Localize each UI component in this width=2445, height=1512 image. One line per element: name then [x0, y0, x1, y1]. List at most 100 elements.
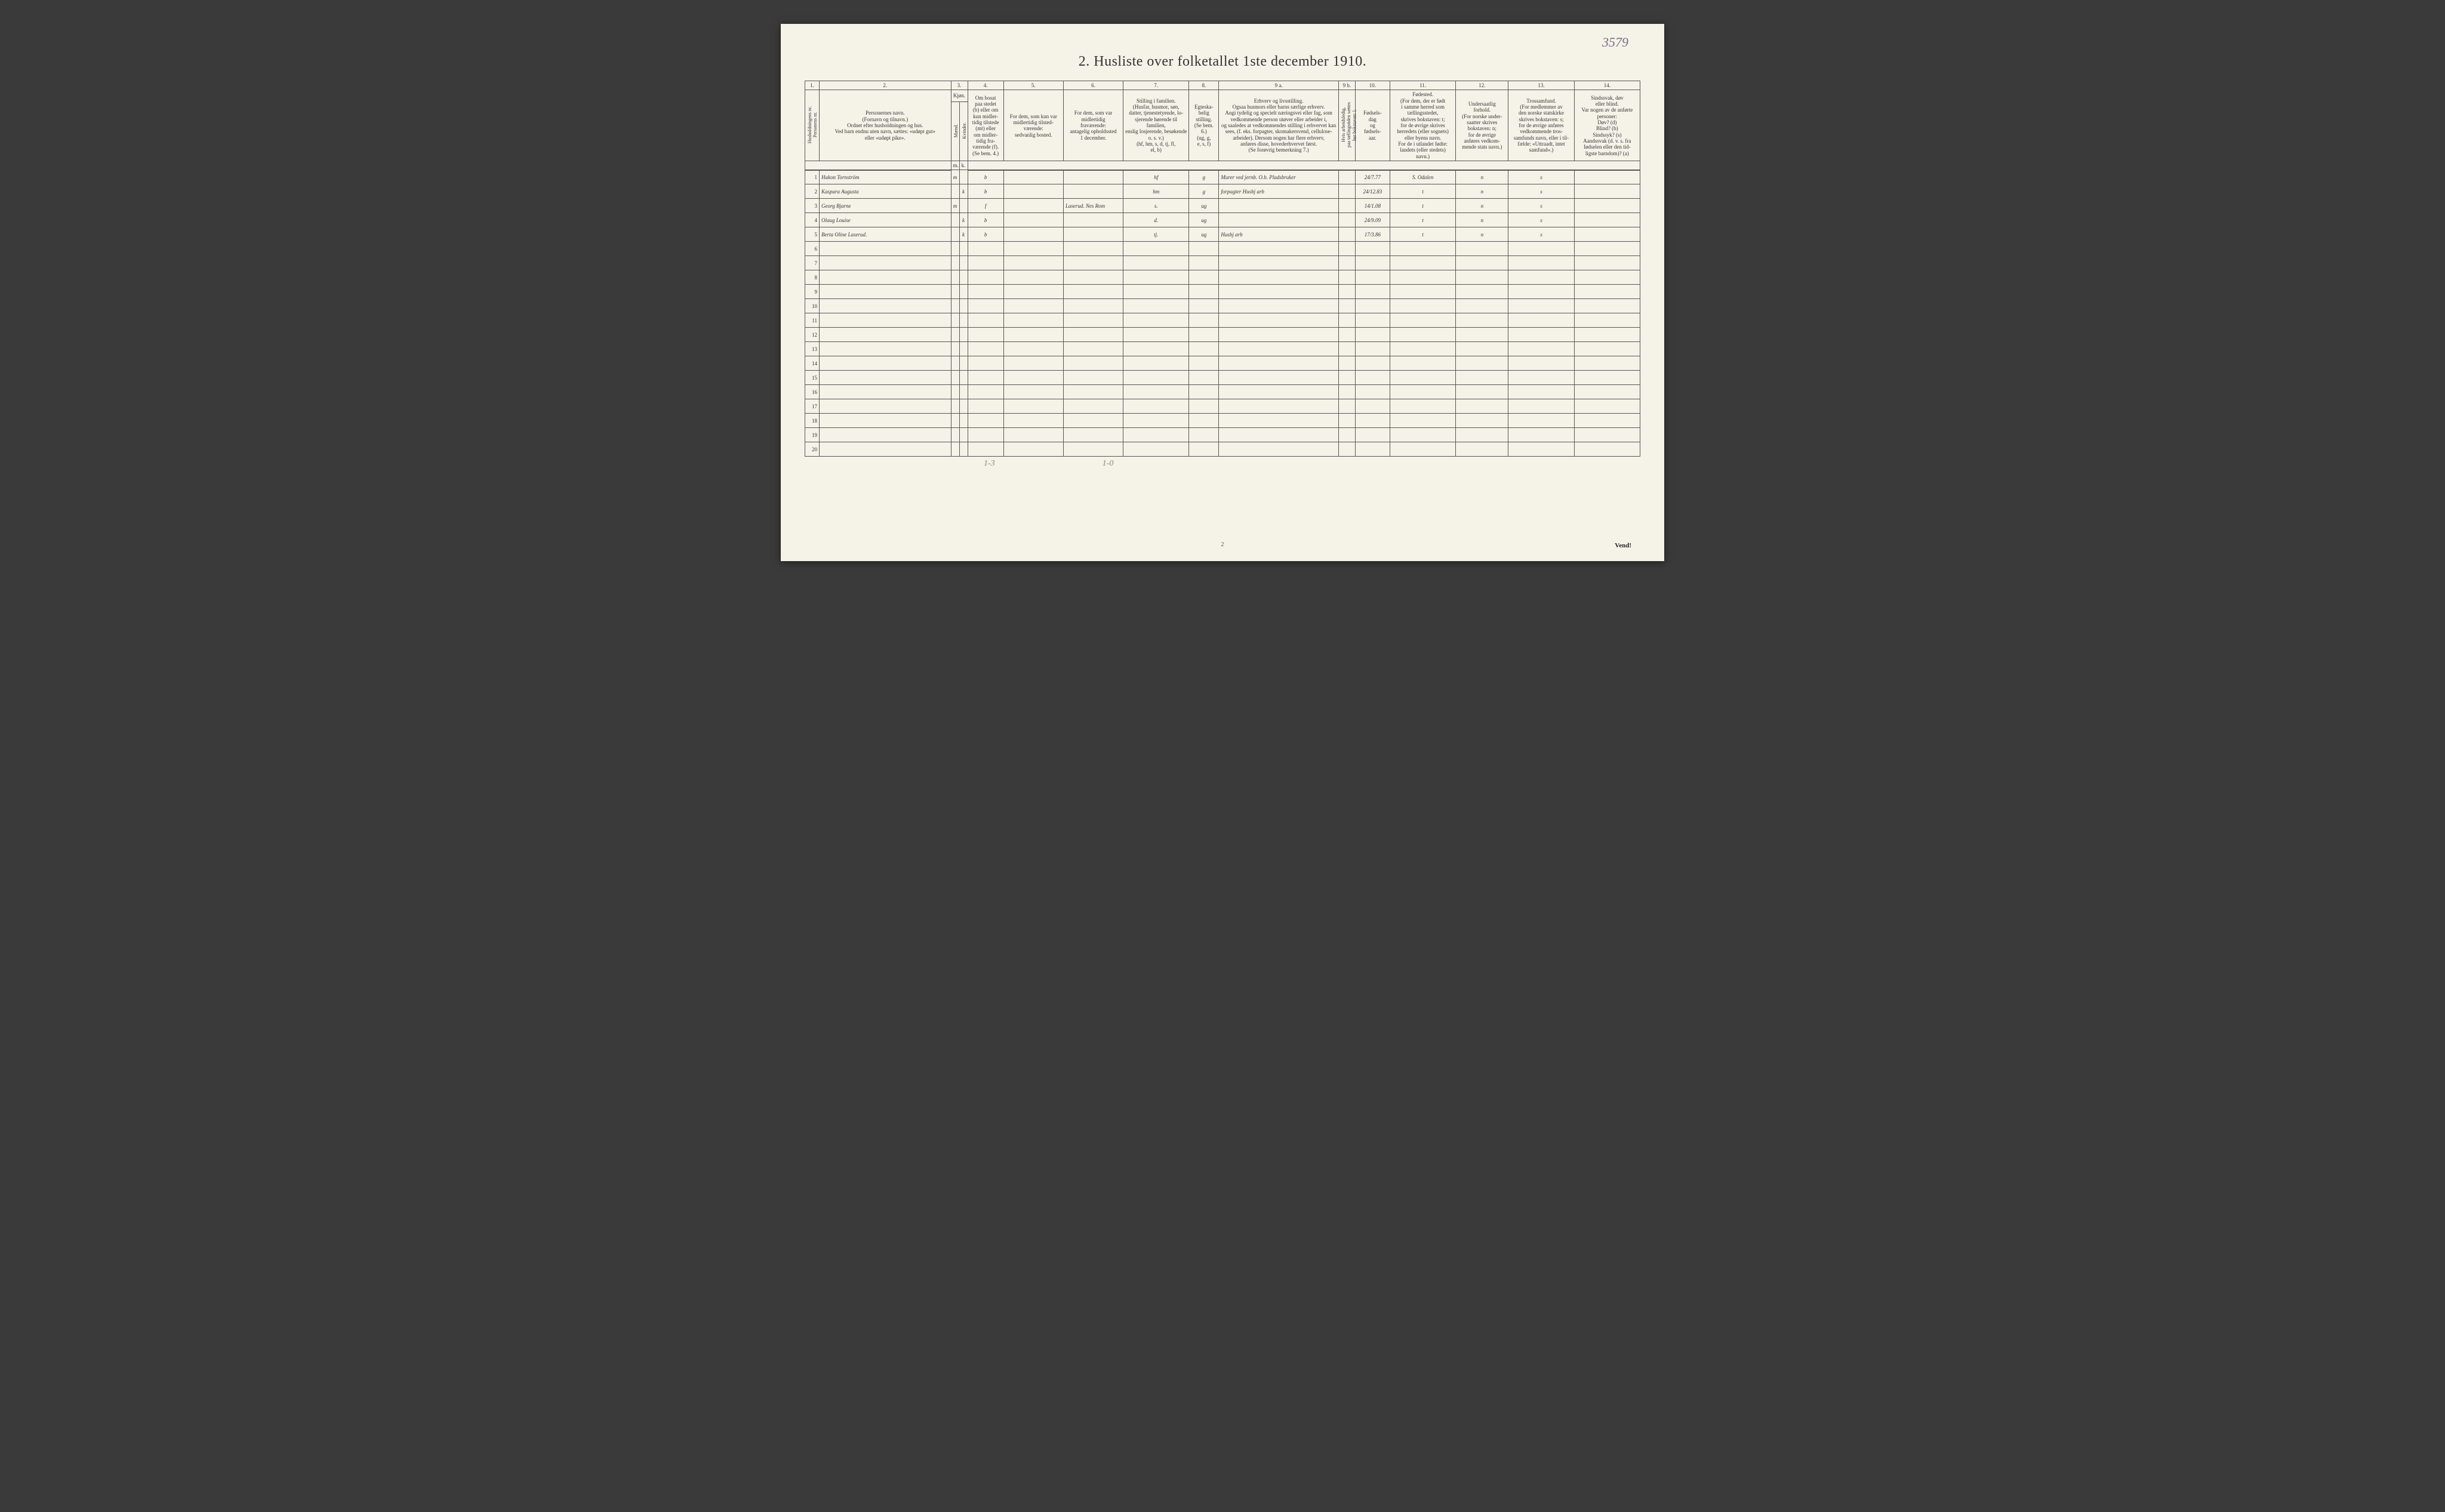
cell-5	[1003, 213, 1063, 227]
cell-marital	[1189, 371, 1219, 385]
cell-religion	[1508, 371, 1574, 385]
table-row: 15	[805, 371, 1640, 385]
cell-6	[1063, 270, 1123, 285]
cell-occupation	[1219, 328, 1338, 342]
cell-9b	[1338, 299, 1355, 313]
cell-name	[820, 328, 951, 342]
cell-name	[820, 299, 951, 313]
cell-sex-m	[951, 270, 959, 285]
cell-occupation	[1219, 399, 1338, 414]
cell-nationality: n	[1456, 199, 1508, 213]
cell-14	[1574, 199, 1640, 213]
cell-dob: 14/1.08	[1355, 199, 1390, 213]
hdr-2: Personernes navn.(Fornavn og tilnavn.)Or…	[820, 90, 951, 161]
cell-occupation	[1219, 299, 1338, 313]
cell-sex-m	[951, 213, 959, 227]
cell-sex-k	[959, 170, 968, 184]
table-row: 19	[805, 428, 1640, 442]
cell-birthplace: t	[1390, 213, 1455, 227]
cell-marital	[1189, 385, 1219, 399]
cell-sex-k	[959, 285, 968, 299]
cell-marital: ug	[1189, 199, 1219, 213]
cell-sex-k	[959, 428, 968, 442]
cell-birthplace	[1390, 399, 1455, 414]
cell-name	[820, 313, 951, 328]
hdr-4: Om bosatpaa stedet(b) eller omkun midler…	[968, 90, 1003, 161]
cell-family	[1123, 371, 1189, 385]
cell-9b	[1338, 356, 1355, 371]
row-number: 19	[805, 428, 820, 442]
colnum-11: 11.	[1390, 81, 1455, 90]
cell-sex-k	[959, 256, 968, 270]
cell-sex-k	[959, 299, 968, 313]
cell-6	[1063, 242, 1123, 256]
cell-name: Berta Oline Laserud.	[820, 227, 951, 242]
cell-dob	[1355, 270, 1390, 285]
cell-dob	[1355, 385, 1390, 399]
cell-5	[1003, 285, 1063, 299]
cell-marital	[1189, 270, 1219, 285]
cell-name	[820, 385, 951, 399]
hdr-11: Fødested.(For dem, der er fødti samme he…	[1390, 90, 1455, 161]
cell-religion	[1508, 299, 1574, 313]
cell-sex-m	[951, 242, 959, 256]
cell-nationality	[1456, 328, 1508, 342]
cell-dob	[1355, 428, 1390, 442]
cell-religion: s	[1508, 199, 1574, 213]
cell-occupation	[1219, 313, 1338, 328]
colnum-9a: 9 a.	[1219, 81, 1338, 90]
cell-6	[1063, 399, 1123, 414]
cell-dob	[1355, 285, 1390, 299]
cell-birthplace	[1390, 285, 1455, 299]
cell-birthplace	[1390, 328, 1455, 342]
cell-nationality	[1456, 299, 1508, 313]
corner-annotation: 3579	[1602, 35, 1628, 50]
cell-sex-m	[951, 342, 959, 356]
cell-nationality	[1456, 242, 1508, 256]
cell-14	[1574, 227, 1640, 242]
cell-6: Laserud. Nes Rom	[1063, 199, 1123, 213]
cell-14	[1574, 285, 1640, 299]
cell-dob	[1355, 356, 1390, 371]
cell-birthplace	[1390, 414, 1455, 428]
cell-sex-k	[959, 328, 968, 342]
cell-family: tj.	[1123, 227, 1189, 242]
header-row-main: Husholdningens nr.Personens nr. Personer…	[805, 90, 1640, 102]
colnum-12: 12.	[1456, 81, 1508, 90]
colnum-2: 2.	[820, 81, 951, 90]
cell-marital: ug	[1189, 227, 1219, 242]
cell-birthplace: t	[1390, 184, 1455, 199]
cell-family	[1123, 328, 1189, 342]
census-page: 3579 2. Husliste over folketallet 1ste d…	[781, 24, 1664, 561]
cell-birthplace	[1390, 313, 1455, 328]
cell-6	[1063, 313, 1123, 328]
hdr-13: Trossamfund.(For medlemmer avden norske …	[1508, 90, 1574, 161]
cell-9b	[1338, 328, 1355, 342]
cell-sex-k	[959, 270, 968, 285]
cell-religion	[1508, 313, 1574, 328]
cell-9b	[1338, 270, 1355, 285]
cell-residence	[968, 313, 1003, 328]
cell-birthplace	[1390, 242, 1455, 256]
cell-birthplace	[1390, 270, 1455, 285]
cell-residence	[968, 270, 1003, 285]
table-row: 1Hakon TornströmmbhfgMurer ved jernb. O.…	[805, 170, 1640, 184]
cell-marital	[1189, 414, 1219, 428]
row-number: 2	[805, 184, 820, 199]
hdr-8: Egteska-beligstilling.(Se bem. 6.)(ug, g…	[1189, 90, 1219, 161]
cell-sex-m	[951, 371, 959, 385]
cell-name	[820, 342, 951, 356]
cell-5	[1003, 385, 1063, 399]
cell-9b	[1338, 371, 1355, 385]
cell-dob	[1355, 242, 1390, 256]
cell-6	[1063, 170, 1123, 184]
row-number: 11	[805, 313, 820, 328]
cell-name	[820, 270, 951, 285]
table-row: 18	[805, 414, 1640, 428]
cell-religion	[1508, 399, 1574, 414]
cell-occupation	[1219, 199, 1338, 213]
cell-name: Kaspara Augusta	[820, 184, 951, 199]
cell-name	[820, 414, 951, 428]
cell-family	[1123, 399, 1189, 414]
cell-religion	[1508, 342, 1574, 356]
